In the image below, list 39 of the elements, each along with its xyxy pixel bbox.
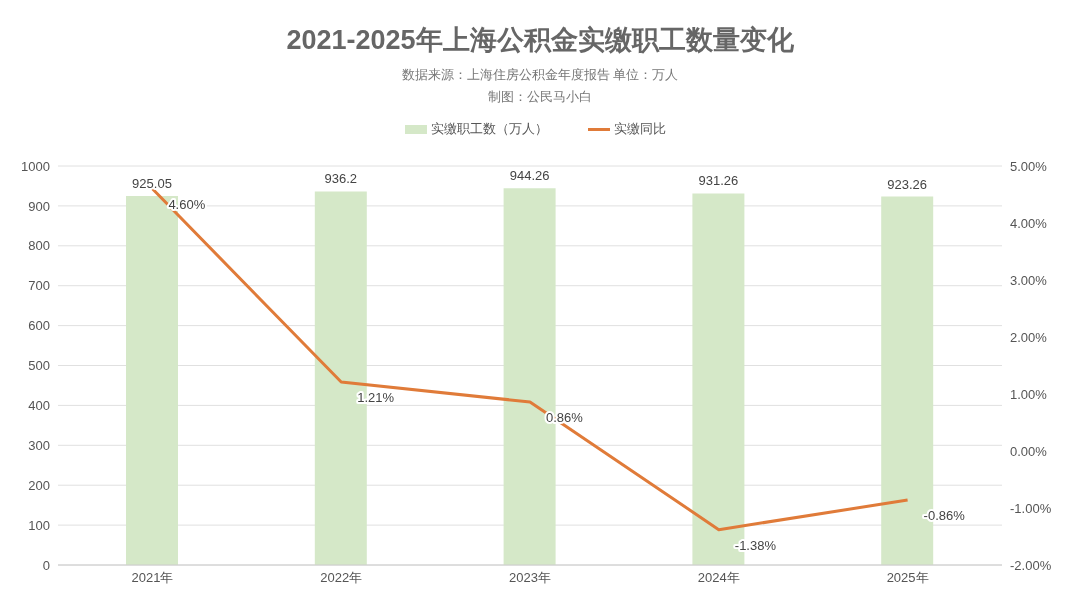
- data-label: -1.38%: [734, 537, 777, 553]
- chart-subtitle: 数据来源：上海住房公积金年度报告 单位：万人: [400, 66, 680, 84]
- data-label: 936.2: [324, 171, 358, 187]
- data-label: -0.86%: [923, 508, 966, 524]
- x-tick-label: 2025年: [886, 570, 929, 586]
- x-tick-label: 2022年: [320, 570, 363, 586]
- y2-tick-label: 1.00%: [1010, 386, 1048, 402]
- y-tick-label: 800: [28, 238, 50, 254]
- x-tick-label: 2023年: [509, 570, 551, 586]
- y2-tick-label: -2.00%: [1010, 557, 1052, 573]
- chart-title: 2021-2025年上海公积金实缴职工数量变化: [285, 24, 795, 57]
- y2-tick-label: 4.00%: [1010, 215, 1048, 231]
- text: 制图：公民马小白: [487, 88, 593, 106]
- data-label: 944.26: [509, 168, 550, 184]
- y2-tick-label: 2.00%: [1010, 329, 1048, 345]
- y-tick-label: 100: [28, 517, 50, 533]
- data-label: 931.26: [698, 173, 739, 189]
- y2-tick-label: -1.00%: [1010, 500, 1052, 516]
- y-tick-label: 600: [28, 318, 50, 334]
- data-label: 923.26: [887, 176, 928, 192]
- line-series: [150, 187, 910, 532]
- y-tick-label: 400: [28, 398, 50, 414]
- data-label: 925.05: [132, 175, 172, 191]
- data-label: 4.60%: [168, 196, 206, 212]
- y-tick-label: 1000: [21, 158, 50, 174]
- x-tick-label: 2021年: [131, 570, 174, 586]
- y-tick-label: 700: [28, 278, 50, 294]
- x-tick-label: 2024年: [697, 570, 740, 586]
- y-tick-label: 900: [28, 198, 50, 214]
- y2-tick-label: 3.00%: [1010, 272, 1048, 288]
- y-tick-label: 200: [28, 477, 50, 493]
- y-tick-label: 500: [28, 358, 50, 374]
- y-tick-label: 300: [28, 437, 50, 453]
- y2-tick-label: 5.00%: [1010, 158, 1048, 174]
- legend-label: 实缴职工数（万人）: [429, 120, 548, 138]
- y2-tick-label: 0.00%: [1010, 443, 1048, 459]
- legend-label: 实缴同比: [612, 120, 666, 138]
- data-label: 1.21%: [357, 390, 395, 406]
- y-tick-label: 0: [42, 557, 50, 573]
